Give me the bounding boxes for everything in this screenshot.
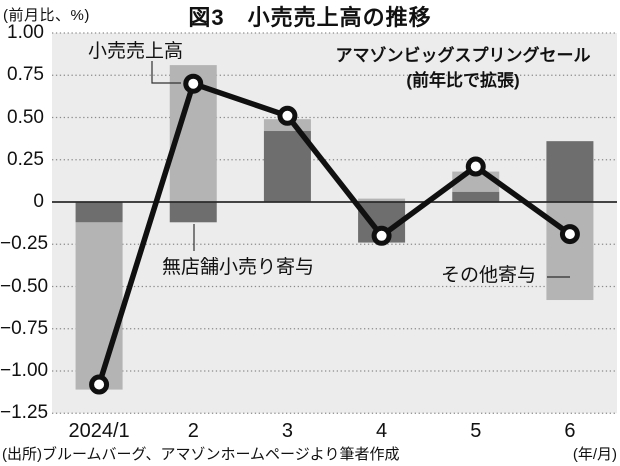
y-tick-label: 0.50 — [7, 106, 44, 128]
x-tick-label: 2 — [187, 420, 199, 442]
bar-segment-other — [75, 222, 123, 390]
y-tick-label: 0.25 — [7, 148, 44, 170]
x-tick-label: 3 — [281, 420, 293, 442]
annotation-amazon-sale-line1: アマゾンビッグスプリングセール — [335, 46, 591, 65]
bar-segment-nonstore — [546, 141, 594, 202]
plot-background — [52, 33, 617, 414]
y-tick-label: −0.25 — [0, 233, 49, 255]
line-marker — [183, 73, 204, 94]
line-marker — [559, 224, 580, 245]
line-marker — [89, 374, 110, 395]
bar-segment-nonstore — [75, 202, 123, 223]
chart-title: 図3 小売売上高の推移 — [188, 5, 432, 30]
label-nonstore-retail-contribution: 無店舗小売り寄与 — [162, 257, 315, 278]
x-axis-unit-label: (年/月) — [572, 446, 617, 463]
y-tick-label: 1.00 — [7, 22, 44, 43]
y-tick-label: −1.00 — [0, 360, 49, 381]
x-tick-label: 4 — [376, 420, 388, 442]
label-retail-sales-line: 小売売上高 — [88, 41, 184, 62]
source-note: (出所)ブルームバーグ、アマゾンホームページより筆者作成 — [2, 446, 400, 463]
x-tick-label: 6 — [564, 420, 576, 442]
y-axis-unit-label: (前月比、%) — [3, 7, 90, 24]
bar-segment-other — [358, 198, 406, 202]
y-tick-label: −0.50 — [0, 275, 49, 297]
annotation-amazon-sale-line2: (前年比で拡張) — [406, 71, 520, 90]
bar-segment-other — [546, 202, 594, 301]
line-marker — [371, 225, 392, 246]
y-tick-label: −0.75 — [0, 317, 49, 339]
x-tick-label: 5 — [470, 420, 482, 442]
line-marker — [277, 105, 298, 126]
bar-segment-nonstore — [169, 202, 217, 223]
annotation-amazon-sale: アマゾンビッグスプリングセール (前年比で拡張) — [310, 43, 616, 93]
x-tick-label: 2024/1 — [68, 420, 130, 442]
y-tick-label: −1.25 — [0, 402, 49, 424]
y-tick-label: 0.75 — [7, 64, 44, 86]
y-tick-label: 0 — [33, 191, 44, 212]
line-marker — [465, 156, 486, 177]
retail-sales-line — [96, 80, 573, 388]
label-other-contribution: その他寄与 — [441, 265, 537, 286]
bar-segment-nonstore — [263, 131, 311, 202]
leader-retail-sales — [151, 61, 181, 84]
bar-segment-nonstore — [452, 191, 500, 202]
